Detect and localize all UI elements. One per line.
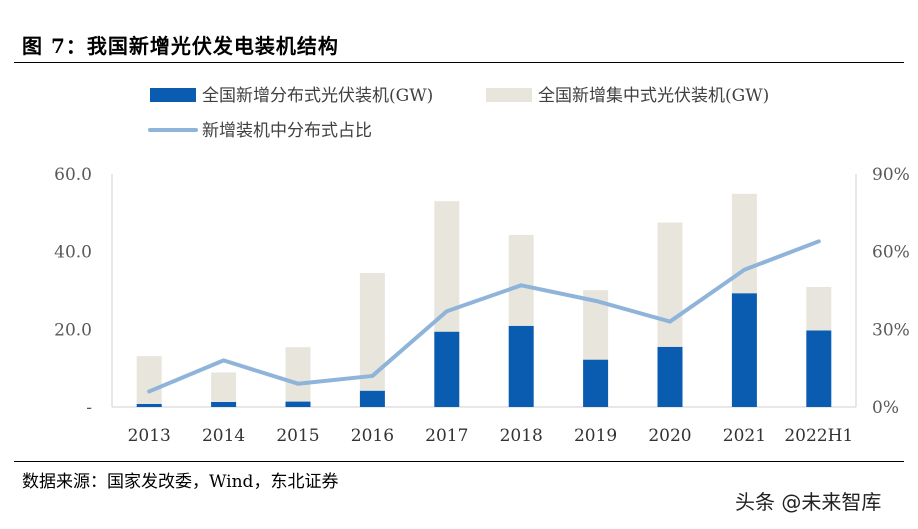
legend-swatch-distributed [150, 88, 196, 102]
x-tick-label: 2021 [723, 426, 766, 446]
right-tick-label: 0% [872, 398, 899, 418]
figure-title: 图 7：我国新增光伏发电装机结构 [22, 34, 339, 58]
x-tick-label: 2017 [425, 426, 468, 446]
bar-distributed [806, 330, 832, 407]
legend-label-distributed: 全国新增分布式光伏装机(GW) [202, 86, 433, 106]
bar-distributed [285, 401, 311, 407]
x-tick-label: 2013 [128, 426, 171, 446]
x-tick-label: 2014 [202, 426, 245, 446]
legend-label-centralized: 全国新增集中式光伏装机(GW) [538, 86, 769, 106]
left-tick-label: 40.0 [54, 243, 92, 263]
x-tick-label: 2020 [648, 426, 691, 446]
source-note: 数据来源：国家发改委，Wind，东北证券 [22, 472, 339, 492]
bar-centralized [806, 287, 832, 331]
bar-distributed [434, 331, 460, 407]
watermark: 头条 @未来智库 [735, 490, 882, 514]
x-tick-label: 2016 [351, 426, 394, 446]
bar-distributed [211, 401, 237, 407]
x-tick-label: 2022H1 [784, 426, 853, 446]
bar-distributed [508, 325, 534, 407]
bar-distributed [359, 390, 385, 407]
legend-label-share: 新增装机中分布式占比 [202, 121, 372, 141]
footer-divider [14, 461, 904, 462]
stacked-bar-line-chart: - 20.0 40.0 60.0 0% 30% 60% 90% 2013 2014 2015 2016… [54, 86, 910, 446]
bar-distributed [731, 293, 757, 407]
right-tick-label: 30% [872, 320, 910, 340]
left-tick-label: - [86, 398, 92, 418]
legend-swatch-centralized [486, 88, 532, 102]
left-tick-label: 20.0 [54, 320, 92, 340]
right-tick-label: 60% [872, 243, 910, 263]
bar-centralized [285, 347, 311, 402]
bar-distributed [657, 346, 683, 407]
left-tick-label: 60.0 [54, 165, 92, 185]
bar-distributed [583, 359, 609, 407]
bar-centralized [136, 356, 162, 404]
right-tick-label: 90% [872, 165, 910, 185]
bar-centralized [359, 273, 385, 391]
bar-centralized [211, 372, 237, 402]
share-line [147, 239, 821, 394]
bar-distributed [136, 403, 162, 407]
x-tick-label: 2019 [574, 426, 617, 446]
figure-header: 图 7：我国新增光伏发电装机结构 [14, 24, 904, 63]
bar-centralized [508, 234, 534, 326]
x-tick-label: 2018 [500, 426, 543, 446]
bar-centralized [657, 222, 683, 347]
x-tick-label: 2015 [276, 426, 319, 446]
